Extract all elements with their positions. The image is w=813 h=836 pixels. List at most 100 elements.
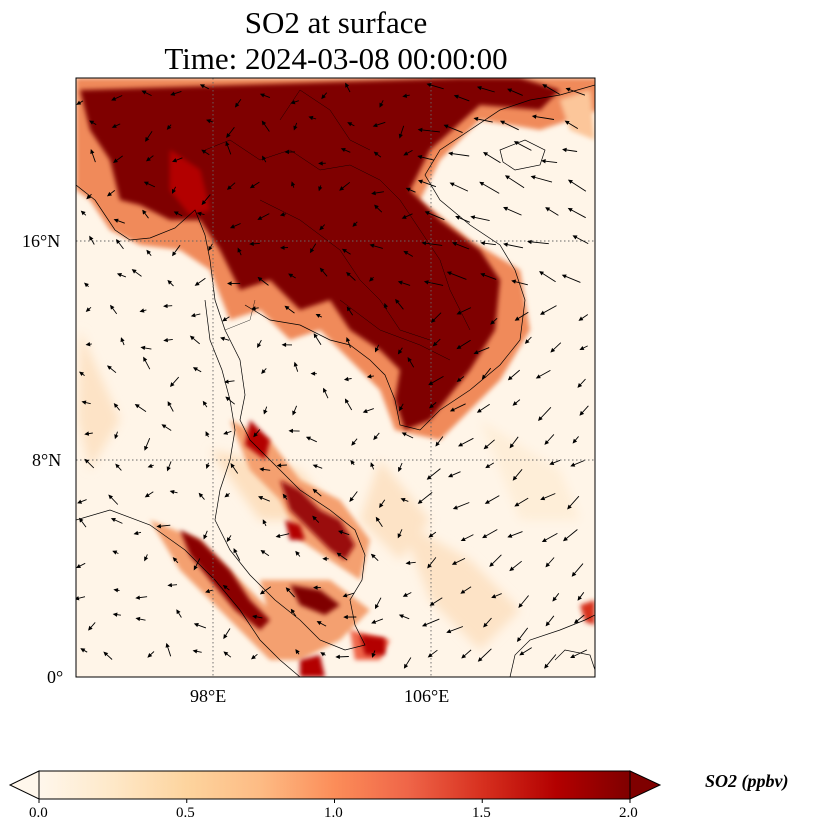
wind-arrow-head — [252, 614, 257, 619]
wind-arrow-head — [290, 608, 296, 614]
wind-arrow-head — [563, 536, 568, 542]
wind-arrow-head — [116, 273, 122, 278]
wind-arrow-head — [549, 460, 555, 465]
wind-arrow-head — [339, 186, 345, 191]
wind-arrow-head — [335, 654, 340, 659]
wind-arrow-head — [147, 652, 153, 658]
wind-arrow-head — [342, 593, 348, 598]
wind-arrow-head — [293, 125, 298, 131]
wind-arrow-head — [85, 342, 91, 347]
wind-arrow-head — [113, 218, 119, 223]
wind-arrow-head — [134, 403, 140, 409]
wind-arrow-head — [135, 616, 141, 622]
wind-arrow-head — [323, 387, 328, 393]
wind-arrow-head — [540, 310, 545, 315]
wind-arrow-head — [131, 269, 137, 274]
map-frame — [75, 77, 596, 678]
wind-arrow-head — [341, 248, 347, 254]
wind-arrow-head — [108, 494, 114, 500]
wind-arrow-head — [405, 187, 411, 192]
wind-arrow-head — [106, 191, 112, 197]
wind-arrow-head — [139, 308, 145, 313]
wind-arrow-head — [403, 151, 409, 156]
wind-arrow-head — [565, 87, 571, 92]
wind-arrow-head — [257, 215, 263, 220]
wind-arrow-head — [371, 619, 377, 624]
wind-arrow-head — [84, 458, 90, 464]
wind-arrow-head — [428, 380, 434, 386]
wind-arrow-head — [337, 530, 344, 535]
wind-arrow-head — [259, 93, 265, 98]
wind-arrow-head — [111, 96, 117, 101]
wind-arrow-head — [194, 281, 200, 286]
wind-arrow-head — [315, 314, 321, 318]
wind-arrow-head — [545, 621, 551, 627]
wind-arrow-head — [373, 435, 378, 441]
wind-arrow-head — [362, 408, 368, 414]
wind-arrow-head — [346, 271, 351, 277]
wind-arrow-head — [509, 443, 515, 449]
wind-arrow-head — [507, 533, 513, 538]
wind-arrow-head — [346, 306, 352, 312]
wind-arrow-head — [541, 158, 546, 164]
wind-arrow-head — [407, 357, 412, 363]
wind-arrow-head — [578, 316, 584, 321]
wind-arrow-head — [133, 530, 139, 536]
wind-arrow-head — [223, 430, 229, 435]
wind-arrow-head — [89, 120, 95, 125]
wind-arrow-head — [172, 188, 176, 194]
wind-arrow-head — [473, 116, 479, 122]
wind-arrow-head — [428, 403, 434, 409]
wind-arrow-head — [453, 94, 459, 99]
wind-arrow-head — [147, 463, 153, 468]
wind-arrow-head — [322, 556, 327, 562]
lat-tick-16N: 16°N — [22, 231, 61, 251]
wind-arrow-head — [190, 312, 196, 318]
wind-arrow-head — [483, 152, 489, 157]
wind-arrow-head — [86, 194, 92, 200]
wind-arrow-head — [417, 499, 423, 504]
wind-arrow-head — [176, 609, 181, 615]
wind-arrow-head — [350, 459, 355, 465]
wind-arrow-head — [402, 592, 408, 597]
wind-arrow-head — [491, 594, 497, 599]
wind-arrow-head — [112, 612, 118, 617]
wind-arrow-head — [373, 151, 379, 157]
wind-arrow-head — [479, 181, 485, 187]
plot-title: SO2 at surface — [244, 5, 428, 40]
wind-arrow-head — [163, 337, 168, 343]
wind-arrow-head — [460, 589, 466, 594]
wind-arrow-head — [379, 503, 384, 509]
wind-arrow-head — [372, 122, 378, 128]
wind-arrow-head — [539, 271, 544, 276]
wind-arrow-head — [561, 274, 567, 279]
wind-arrow-head — [76, 563, 82, 569]
wind-arrow-head — [312, 488, 318, 494]
wind-arrow-head — [371, 190, 376, 196]
wind-arrow-head — [201, 200, 207, 206]
wind-arrow-head — [374, 604, 380, 610]
colorbar-label: SO2 (ppbv) — [705, 771, 789, 791]
wind-arrow-head — [141, 90, 147, 95]
wind-arrow-head — [512, 475, 518, 481]
wind-arrow-head — [144, 445, 149, 451]
wind-arrow-head — [401, 214, 407, 219]
wind-arrow-head — [135, 595, 140, 600]
wind-arrow-head — [530, 175, 536, 180]
wind-arrow-head — [369, 243, 375, 248]
wind-arrow-head — [113, 158, 118, 163]
wind-arrow-head — [193, 565, 198, 571]
wind-arrow-head — [262, 155, 267, 161]
wind-arrow-head — [512, 401, 518, 406]
wind-arrow-head — [374, 204, 379, 210]
wind-arrow-head — [490, 320, 496, 325]
wind-arrow-head — [435, 441, 440, 447]
wind-arrow-shaft — [528, 241, 549, 245]
wind-arrow-head — [449, 407, 455, 412]
wind-arrow-head — [395, 298, 400, 304]
wind-arrow-head — [90, 148, 95, 155]
wind-arrow-head — [203, 534, 208, 540]
wind-arrow-head — [399, 406, 404, 412]
wind-arrow-head — [261, 120, 267, 126]
wind-arrow-head — [514, 502, 520, 507]
